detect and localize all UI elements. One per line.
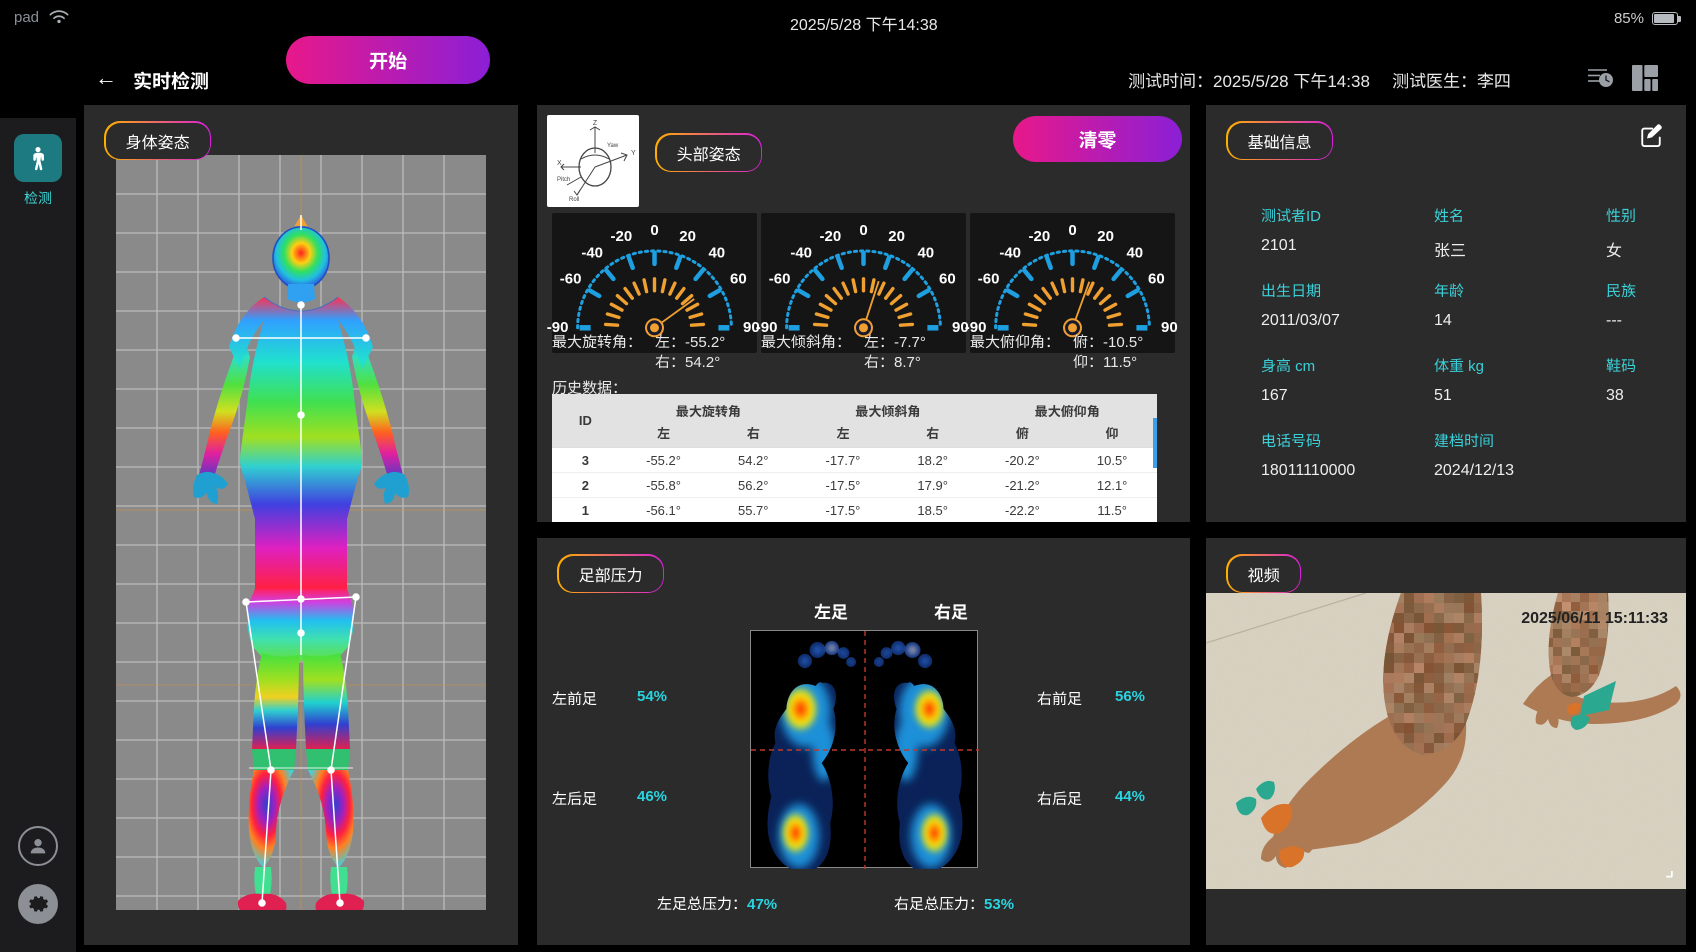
svg-text:-20: -20 <box>1029 228 1051 245</box>
svg-text:-20: -20 <box>611 228 633 245</box>
svg-text:-40: -40 <box>790 245 812 262</box>
svg-text:0: 0 <box>859 222 867 239</box>
svg-text:X: X <box>557 160 562 167</box>
svg-text:Y: Y <box>631 150 636 157</box>
svg-text:-20: -20 <box>820 228 842 245</box>
svg-text:40: 40 <box>708 245 725 262</box>
svg-text:Yaw: Yaw <box>607 143 619 149</box>
svg-text:60: 60 <box>1148 270 1165 287</box>
svg-text:-60: -60 <box>978 270 1000 287</box>
svg-text:90: 90 <box>1161 319 1178 336</box>
svg-text:60: 60 <box>730 270 747 287</box>
svg-text:Roll: Roll <box>569 197 579 203</box>
svg-text:Z: Z <box>593 120 598 127</box>
svg-text:20: 20 <box>679 228 696 245</box>
svg-text:-40: -40 <box>999 245 1021 262</box>
svg-text:20: 20 <box>1097 228 1114 245</box>
svg-text:0: 0 <box>1068 222 1076 239</box>
svg-text:-60: -60 <box>560 270 582 287</box>
svg-text:60: 60 <box>939 270 956 287</box>
svg-text:-40: -40 <box>581 245 603 262</box>
svg-text:0: 0 <box>650 222 658 239</box>
svg-text:40: 40 <box>917 245 934 262</box>
svg-text:40: 40 <box>1126 245 1143 262</box>
svg-text:2025/06/11 15:11:33: 2025/06/11 15:11:33 <box>1521 610 1668 627</box>
svg-text:Pitch: Pitch <box>557 177 570 183</box>
svg-text:20: 20 <box>888 228 905 245</box>
svg-text:-60: -60 <box>769 270 791 287</box>
